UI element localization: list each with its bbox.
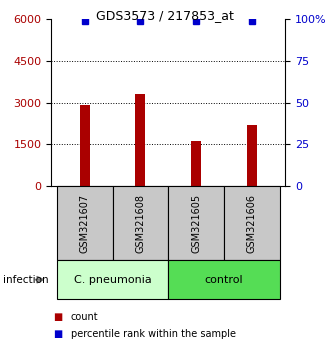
Bar bbox=[57, 260, 168, 299]
Bar bbox=[57, 186, 113, 260]
Text: infection: infection bbox=[3, 275, 49, 285]
Text: GSM321608: GSM321608 bbox=[135, 194, 146, 252]
Text: percentile rank within the sample: percentile rank within the sample bbox=[71, 329, 236, 339]
Text: ■: ■ bbox=[53, 329, 62, 339]
Text: C. pneumonia: C. pneumonia bbox=[74, 275, 151, 285]
Bar bbox=[168, 260, 280, 299]
Text: GDS3573 / 217853_at: GDS3573 / 217853_at bbox=[96, 9, 234, 22]
Text: control: control bbox=[205, 275, 244, 285]
Bar bbox=[80, 105, 90, 186]
Bar bbox=[224, 186, 280, 260]
Bar bbox=[247, 125, 257, 186]
Text: GSM321607: GSM321607 bbox=[80, 193, 90, 253]
Text: count: count bbox=[71, 312, 99, 322]
Text: GSM321605: GSM321605 bbox=[191, 193, 201, 253]
Bar bbox=[191, 142, 201, 186]
Bar bbox=[135, 95, 146, 186]
Text: ■: ■ bbox=[53, 312, 62, 322]
Bar bbox=[113, 186, 168, 260]
Text: GSM321606: GSM321606 bbox=[247, 194, 257, 252]
Bar bbox=[168, 186, 224, 260]
